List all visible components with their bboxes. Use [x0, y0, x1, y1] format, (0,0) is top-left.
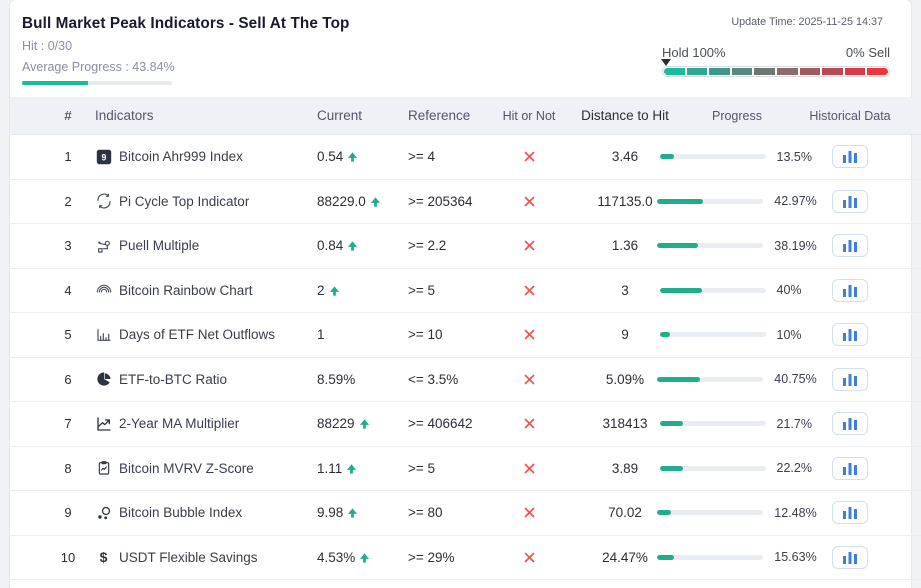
svg-text:9: 9	[101, 152, 106, 162]
